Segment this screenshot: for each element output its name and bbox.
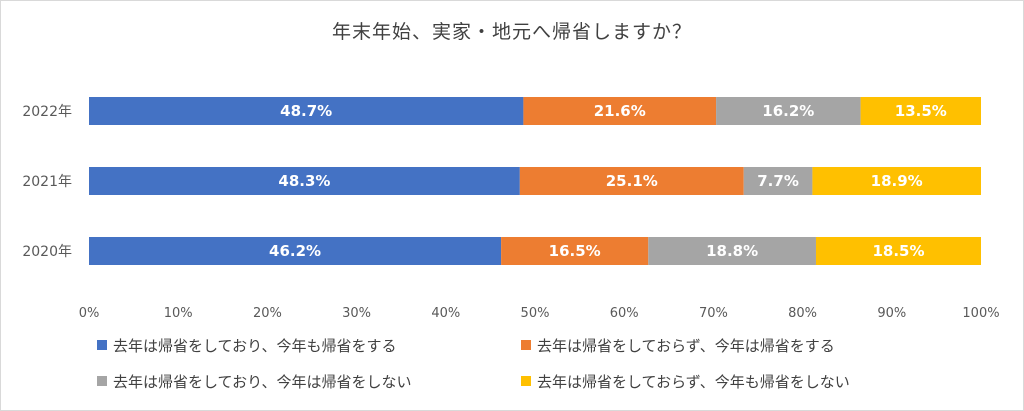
bar-segment-1-2 bbox=[743, 167, 813, 195]
data-label-0-0: 48.7% bbox=[280, 102, 332, 120]
legend-swatch-series1 bbox=[97, 340, 107, 350]
x-tick-label-10: 100% bbox=[962, 306, 999, 321]
bar-segment-2-2 bbox=[648, 237, 816, 265]
bar-segment-2-1 bbox=[501, 237, 649, 265]
legend-item-series4: 去年は帰省をしておらず、今年も帰省をしない bbox=[521, 369, 850, 393]
data-label-0-2: 16.2% bbox=[762, 102, 814, 120]
x-tick-label-0: 0% bbox=[79, 306, 100, 321]
x-tick-label-2: 20% bbox=[253, 306, 282, 321]
bar-segment-1-1 bbox=[519, 167, 744, 195]
data-label-1-2: 7.7% bbox=[757, 172, 799, 190]
legend-item-series2: 去年は帰省をしておらず、今年は帰省をする bbox=[521, 333, 835, 357]
legend-label-series1: 去年は帰省をしており、今年も帰省をする bbox=[113, 336, 397, 355]
data-label-1-1: 25.1% bbox=[606, 172, 658, 190]
bar-segment-0-0 bbox=[89, 97, 524, 125]
category-label-1: 2021年 bbox=[22, 174, 72, 190]
category-label-0: 2022年 bbox=[22, 104, 72, 120]
legend-item-series1: 去年は帰省をしており、今年も帰省をする bbox=[97, 333, 397, 357]
x-tick-label-4: 40% bbox=[431, 306, 460, 321]
legend-label-series4: 去年は帰省をしておらず、今年も帰省をしない bbox=[537, 372, 850, 391]
bar-segment-2-3 bbox=[815, 237, 981, 265]
bar-segment-1-0 bbox=[89, 167, 520, 195]
x-tick-label-3: 30% bbox=[342, 306, 371, 321]
data-label-2-3: 18.5% bbox=[872, 242, 924, 260]
data-label-2-1: 16.5% bbox=[549, 242, 601, 260]
x-tick-label-1: 10% bbox=[164, 306, 193, 321]
category-label-2: 2020年 bbox=[22, 244, 72, 260]
legend-item-series3: 去年は帰省をしており、今年は帰省をしない bbox=[97, 369, 412, 393]
x-tick-label-9: 90% bbox=[877, 306, 906, 321]
bar-segment-0-3 bbox=[860, 97, 981, 125]
bar-segment-2-0 bbox=[89, 237, 502, 265]
data-label-1-3: 18.9% bbox=[871, 172, 923, 190]
legend-label-series3: 去年は帰省をしており、今年は帰省をしない bbox=[113, 372, 412, 391]
bar-segment-0-2 bbox=[716, 97, 861, 125]
data-label-2-2: 18.8% bbox=[706, 242, 758, 260]
x-tick-label-5: 50% bbox=[521, 306, 550, 321]
legend-swatch-series3 bbox=[97, 376, 107, 386]
data-label-2-0: 46.2% bbox=[269, 242, 321, 260]
legend-swatch-series2 bbox=[521, 340, 531, 350]
bar-segment-1-3 bbox=[812, 167, 981, 195]
x-tick-label-6: 60% bbox=[610, 306, 639, 321]
x-tick-label-7: 70% bbox=[699, 306, 728, 321]
data-label-0-1: 21.6% bbox=[594, 102, 646, 120]
legend-label-series2: 去年は帰省をしておらず、今年は帰省をする bbox=[537, 336, 835, 355]
legend-swatch-series4 bbox=[521, 376, 531, 386]
chart-title: 年末年始、実家・地元へ帰省しますか？ bbox=[331, 21, 692, 43]
data-label-0-3: 13.5% bbox=[895, 102, 947, 120]
x-tick-label-8: 80% bbox=[788, 306, 817, 321]
data-label-1-0: 48.3% bbox=[278, 172, 330, 190]
bar-segment-0-1 bbox=[523, 97, 717, 125]
